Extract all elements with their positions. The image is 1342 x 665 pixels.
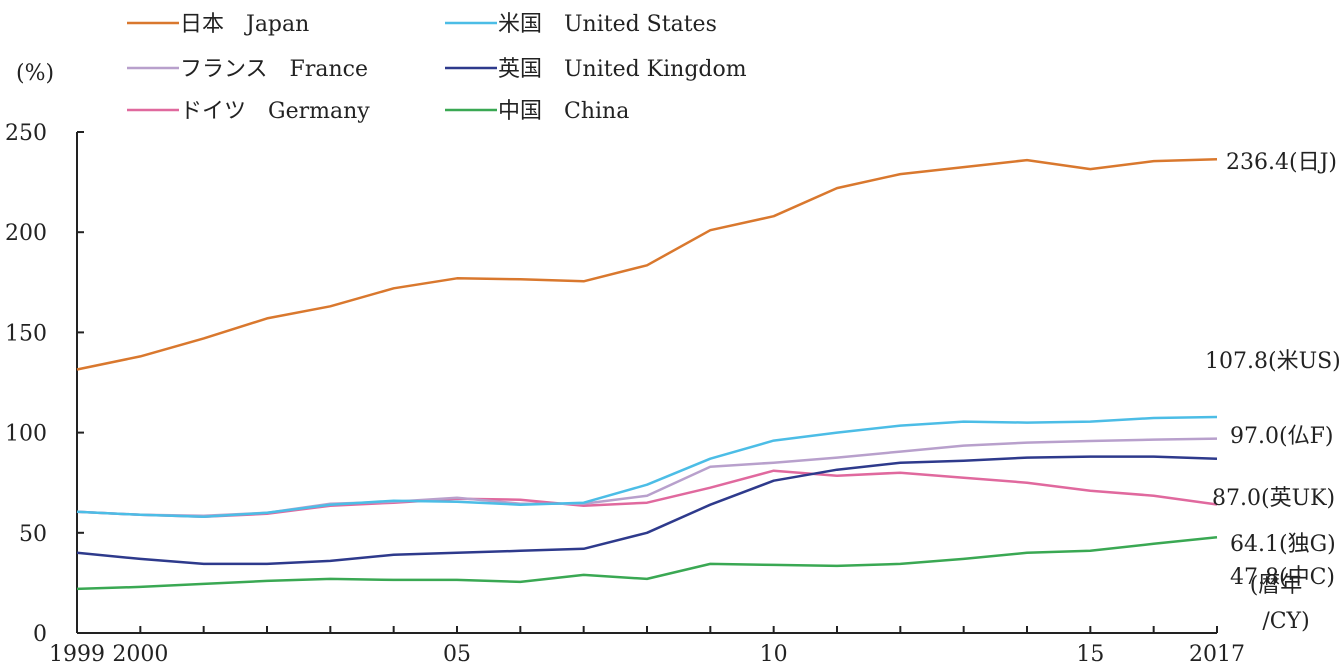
y-tick-label: 250 <box>5 121 47 146</box>
y-axis-label: (%) <box>16 61 54 86</box>
end-labels: 236.4(日J) 107.8(米US) 97.0(仏F) 87.0(英UK) 64.1… <box>1205 150 1341 590</box>
series-end-label: 47.8(中C) <box>1230 565 1335 590</box>
y-tick-label: 0 <box>33 622 47 647</box>
y-tick-label: 100 <box>5 422 47 447</box>
legend-item: 中国 China <box>445 99 629 124</box>
x-tick-label: 2017 <box>1189 642 1245 665</box>
x-tick-label: 15 <box>1076 642 1104 665</box>
legend: 日本 Japan 米国 United States フランス France 英国 Un… <box>127 12 747 124</box>
series-end-label: 97.0(仏F) <box>1230 424 1333 449</box>
series-end-label: 236.4(日J) <box>1226 150 1337 175</box>
series-end-label: 107.8(米US) <box>1205 349 1341 374</box>
y-tick-label: 200 <box>5 221 47 246</box>
series-end-label: 87.0(英UK) <box>1212 486 1335 511</box>
legend-label: 米国 United States <box>498 12 717 37</box>
legend-label: フランス France <box>180 57 368 82</box>
series-lines <box>76 158 1218 591</box>
series-line <box>76 455 1218 566</box>
legend-item: 日本 Japan <box>127 12 309 37</box>
x-unit-label-line-1: (暦年 <box>1250 573 1303 598</box>
x-tick-label: 2000 <box>112 642 168 665</box>
x-tick-label: 10 <box>760 642 788 665</box>
series-line <box>76 415 1218 519</box>
series-line <box>76 469 1218 519</box>
legend-item: フランス France <box>127 57 368 82</box>
y-tick-label: 50 <box>19 522 47 547</box>
legend-label: 中国 China <box>498 99 629 124</box>
x-tick-label: 1999 <box>49 642 105 665</box>
legend-label: 英国 United Kingdom <box>498 57 747 82</box>
legend-label: 日本 Japan <box>180 12 309 37</box>
series-end-label: 64.1(独G) <box>1230 532 1336 557</box>
legend-item: 英国 United Kingdom <box>445 57 747 82</box>
legend-item: ドイツ Germany <box>127 99 370 124</box>
legend-label: ドイツ Germany <box>180 99 370 124</box>
x-tick-label: 05 <box>443 642 471 665</box>
legend-item: 米国 United States <box>445 12 717 37</box>
axes: 0 50 100 150 200 250 1999 2000 05 10 15 2017 <box>5 121 1245 665</box>
series-line <box>76 535 1218 591</box>
series-line <box>76 437 1218 518</box>
series-line <box>76 158 1218 371</box>
x-unit-label-line-2: /CY) <box>1262 609 1309 634</box>
y-tick-label: 150 <box>5 321 47 346</box>
